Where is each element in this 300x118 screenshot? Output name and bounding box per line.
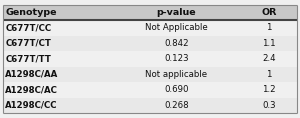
Text: 1: 1 bbox=[266, 70, 272, 79]
Text: 0.3: 0.3 bbox=[262, 101, 276, 110]
Bar bbox=[3, 98, 297, 113]
Text: 1: 1 bbox=[266, 23, 272, 32]
Text: C677T/TT: C677T/TT bbox=[5, 54, 51, 63]
Text: 2.4: 2.4 bbox=[262, 54, 276, 63]
Text: A1298C/AA: A1298C/AA bbox=[5, 70, 59, 79]
Text: A1298C/AC: A1298C/AC bbox=[5, 85, 58, 94]
Bar bbox=[3, 5, 297, 20]
Bar bbox=[3, 36, 297, 51]
Text: Not Applicable: Not Applicable bbox=[145, 23, 208, 32]
Text: 1.1: 1.1 bbox=[262, 39, 276, 48]
Text: p-value: p-value bbox=[157, 8, 196, 17]
Text: 0.842: 0.842 bbox=[164, 39, 189, 48]
Bar bbox=[3, 67, 297, 82]
Text: Not applicable: Not applicable bbox=[146, 70, 208, 79]
Text: 0.690: 0.690 bbox=[164, 85, 189, 94]
Text: 0.268: 0.268 bbox=[164, 101, 189, 110]
Text: C677T/CT: C677T/CT bbox=[5, 39, 51, 48]
Text: Genotype: Genotype bbox=[5, 8, 57, 17]
Text: 1.2: 1.2 bbox=[262, 85, 276, 94]
Text: C677T/CC: C677T/CC bbox=[5, 23, 52, 32]
Text: A1298C/CC: A1298C/CC bbox=[5, 101, 58, 110]
Text: 0.123: 0.123 bbox=[164, 54, 189, 63]
Text: OR: OR bbox=[261, 8, 277, 17]
